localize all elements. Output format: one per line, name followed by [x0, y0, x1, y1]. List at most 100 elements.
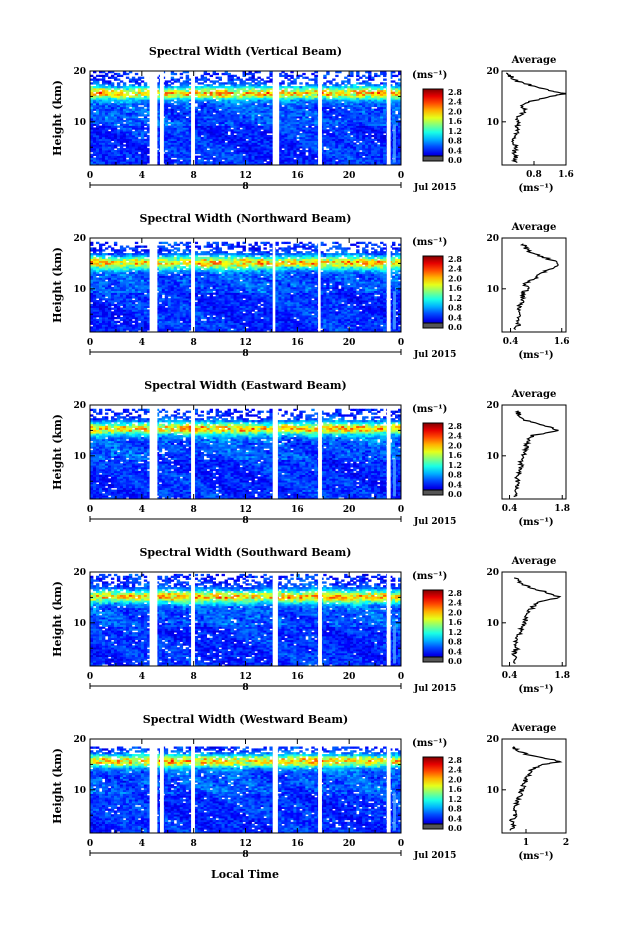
heatmap-cell: [305, 156, 308, 158]
heatmap-cell: [138, 107, 141, 109]
avg-y-tick-label: 10: [486, 118, 499, 128]
heatmap-cell: [126, 73, 129, 75]
heatmap-cell: [93, 157, 96, 159]
heatmap-cell: [171, 159, 174, 161]
heatmap-cell: [335, 82, 338, 84]
heatmap-cell: [144, 127, 147, 129]
heatmap-cell: [93, 127, 96, 129]
heatmap-cell: [281, 75, 284, 77]
heatmap-cell: [237, 95, 240, 97]
heatmap-cell: [240, 94, 243, 96]
heatmap-cell: [341, 103, 344, 105]
heatmap-cell: [332, 109, 335, 111]
heatmap-cell: [344, 77, 347, 79]
heatmap-cell: [207, 84, 210, 86]
heatmap-cell: [126, 77, 129, 79]
heatmap-cell: [380, 82, 383, 84]
heatmap: [90, 242, 401, 333]
heatmap-cell: [225, 86, 228, 88]
heatmap-cell: [198, 79, 201, 81]
heatmap-cell: [177, 112, 180, 114]
heatmap-cell: [171, 82, 174, 84]
panel-2: Spectral Width (Northward Beam)0 4 8 12 16 20…: [51, 212, 570, 361]
heatmap-cell: [341, 86, 344, 88]
heatmap-cell: [111, 103, 114, 105]
heatmap-cell: [296, 120, 299, 122]
heatmap-cell: [311, 79, 314, 81]
heatmap-cell: [198, 92, 201, 94]
heatmap-cell: [246, 82, 249, 84]
heatmap-cell: [219, 110, 222, 112]
heatmap-cell: [144, 131, 147, 133]
heatmap-cell: [207, 150, 210, 152]
heatmap-cell: [144, 114, 147, 116]
heatmap-cell: [248, 77, 251, 79]
heatmap-cell: [234, 79, 237, 81]
heatmap-cell: [174, 159, 177, 161]
heatmap-cell: [254, 105, 257, 107]
heatmap-cell: [353, 142, 356, 144]
heatmap-cell: [260, 86, 263, 88]
heatmap-cell: [380, 86, 383, 88]
heatmap-cell: [120, 75, 123, 77]
heatmap-cell: [365, 80, 368, 82]
heatmap-cell: [260, 131, 263, 133]
colorbar: [423, 89, 443, 161]
heatmap-cell: [362, 75, 365, 77]
heatmap-cell: [117, 126, 120, 128]
heatmap-cell: [362, 80, 365, 82]
heatmap-cell: [365, 92, 368, 94]
heatmap-cell: [108, 92, 111, 94]
heatmap-cell: [290, 80, 293, 82]
heatmap-cell: [392, 92, 395, 94]
heatmap-cell: [329, 86, 332, 88]
heatmap-cell: [371, 84, 374, 86]
heatmap-cell: [177, 86, 180, 88]
heatmap-cell: [308, 90, 311, 92]
heatmap-cell: [281, 90, 284, 92]
heatmap-cell: [344, 90, 347, 92]
heatmap-cell: [332, 79, 335, 81]
panel-1: Spectral Width (Vertical Beam)0 4 8 12 16 20 0…: [51, 45, 574, 194]
heatmap-cell: [350, 137, 353, 139]
heatmap-cell: [269, 86, 272, 88]
heatmap-cell: [263, 80, 266, 82]
heatmap-cell: [180, 77, 183, 79]
heatmap-cell: [93, 112, 96, 114]
heatmap-cell: [296, 154, 299, 156]
heatmap-cell: [231, 129, 234, 131]
heatmap-cell: [117, 73, 120, 75]
heatmap-cell: [308, 84, 311, 86]
heatmap-cell: [314, 159, 317, 161]
heatmap-cell: [305, 77, 308, 79]
heatmap-cell: [99, 92, 102, 94]
heatmap-cell: [374, 109, 377, 111]
heatmap-cell: [299, 133, 302, 135]
heatmap-cell: [210, 161, 213, 163]
y-tick-label: 20: [73, 67, 86, 77]
heatmap-cell: [365, 77, 368, 79]
heatmap-cell: [296, 86, 299, 88]
avg-profile-line: [506, 73, 565, 162]
heatmap-cell: [308, 118, 311, 120]
heatmap-cell: [234, 75, 237, 77]
y-axis-label: Height (km): [51, 80, 64, 156]
heatmap-cell: [213, 99, 216, 101]
heatmap-cell: [201, 75, 204, 77]
heatmap-cell: [293, 86, 296, 88]
colorbar-tick-label: 1.6: [448, 116, 462, 126]
heatmap-cell: [174, 73, 177, 75]
heatmap-cell: [335, 127, 338, 129]
colorbar-tick-label: 1.2: [448, 126, 462, 136]
heatmap-cell: [93, 86, 96, 88]
colorbar-units: (ms⁻¹): [412, 70, 447, 81]
heatmap-cell: [329, 80, 332, 82]
heatmap-cell: [257, 77, 260, 79]
heatmap-cell: [287, 82, 290, 84]
panel-title: Spectral Width (Northward Beam): [140, 212, 352, 225]
heatmap-cell: [222, 90, 225, 92]
heatmap-cell: [90, 154, 93, 156]
heatmap-cell: [144, 139, 147, 141]
heatmap-cell: [204, 84, 207, 86]
heatmap-cell: [204, 103, 207, 105]
